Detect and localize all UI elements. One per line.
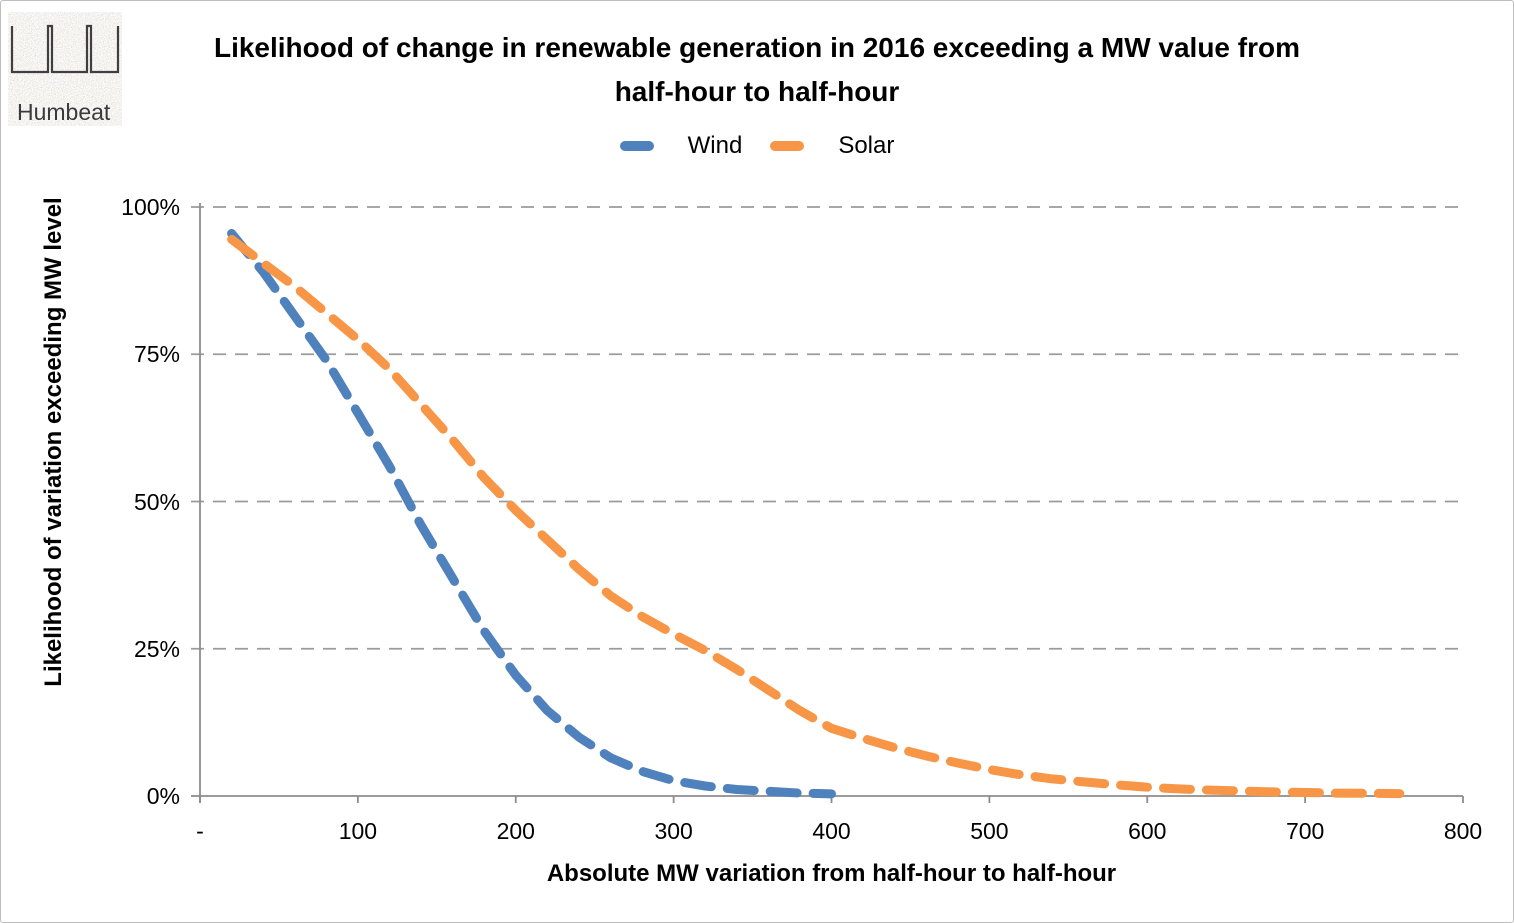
legend-label-solar: Solar <box>838 132 895 159</box>
logo-wordmark: Humbeat <box>17 99 111 125</box>
humbeat-logo: Humbeat <box>8 12 122 126</box>
x-tick-label-300: 300 <box>654 818 693 844</box>
x-tick-label-700: 700 <box>1285 818 1325 844</box>
solar-series-line <box>227 234 1405 799</box>
x-tick-label-800: 800 <box>1443 818 1483 844</box>
chart-title-line1: Likelihood of change in renewable genera… <box>213 32 1301 63</box>
x-tick-label-400: 400 <box>812 818 851 844</box>
wind-dash-swatch-icon <box>619 141 654 151</box>
y-tick-label-75%: 75% <box>133 341 180 368</box>
legend: Wind Solar <box>0 132 1514 160</box>
chart-title-line2: half-hour to half-hour <box>614 76 900 107</box>
wind-series-line <box>227 229 836 799</box>
legend-item-wind: Wind <box>619 132 743 160</box>
solar-dash-swatch-icon <box>770 141 805 151</box>
y-tick-label-50%: 50% <box>133 488 180 515</box>
logo-noise-texture <box>8 12 122 126</box>
x-tick-label-200: 200 <box>496 818 535 844</box>
x-axis-title: Absolute MW variation from half-hour to … <box>546 860 1117 887</box>
y-tick-label-100%: 100% <box>121 194 180 220</box>
y-tick-label-0%: 0% <box>146 783 180 809</box>
logo-pulse-icon <box>10 24 120 74</box>
x-tick-label--: - <box>196 818 204 844</box>
chart-title: Likelihood of change in renewable genera… <box>160 26 1354 114</box>
legend-label-wind: Wind <box>687 132 743 159</box>
y-tick-label-25%: 25% <box>133 635 180 662</box>
x-tick-label-600: 600 <box>1128 818 1167 844</box>
x-tick-label-500: 500 <box>970 818 1009 844</box>
x-tick-label-100: 100 <box>338 818 378 844</box>
legend-item-solar: Solar <box>770 132 894 160</box>
